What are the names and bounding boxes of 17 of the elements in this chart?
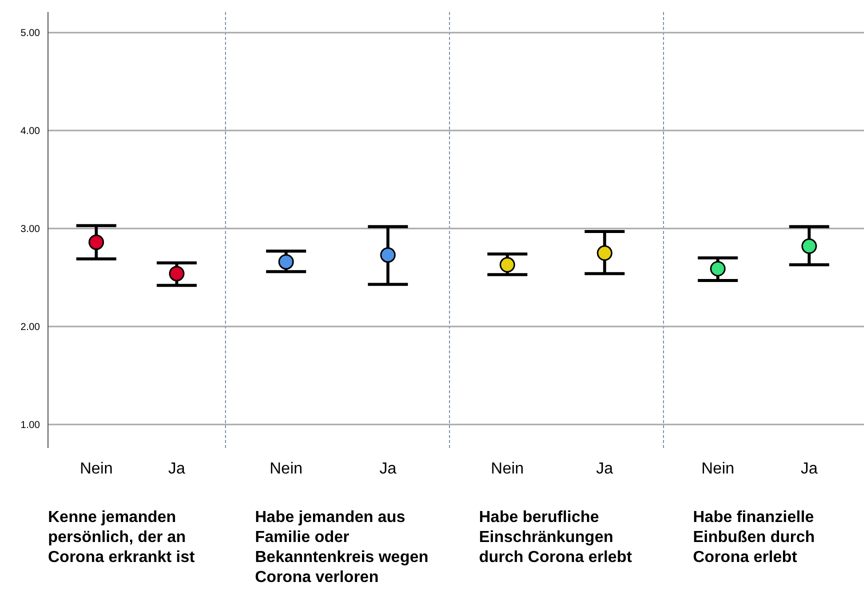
y-tick-label: 5.00 xyxy=(20,28,40,40)
x-tick-label: Nein xyxy=(490,460,524,478)
x-tick-label: Nein xyxy=(80,460,113,478)
y-tick-label: 4.00 xyxy=(20,126,40,138)
y-tick-label: 1.00 xyxy=(20,420,40,432)
x-tick-label: Nein xyxy=(270,460,303,478)
y-tick-label: 3.00 xyxy=(20,224,40,236)
y-tick-label: 2.00 xyxy=(20,322,40,334)
x-tick-label: Ja xyxy=(168,460,186,478)
x-tick-label: Nein xyxy=(701,460,734,478)
x-axis-title: Habe berufliche Einschränkungen durch Corona erlebt xyxy=(479,508,633,568)
x-tick-label: Ja xyxy=(800,460,818,478)
x-axis-title: Habe jemanden aus Familie oder Bekanntenkreis wegen Corona verloren xyxy=(255,508,430,588)
x-axis-title: Habe finanzielle Einbußen durch Corona erlebt xyxy=(693,508,816,568)
x-tick-label: Ja xyxy=(596,460,614,478)
x-tick-label: Ja xyxy=(379,460,396,478)
x-axis-title: Kenne jemanden persönlich, der an Corona erkrankt ist xyxy=(48,508,196,568)
